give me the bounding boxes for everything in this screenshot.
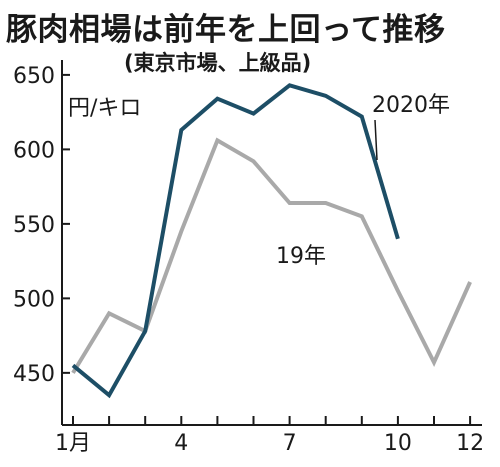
y-axis-ticks: 450 500 550 600 650 [13,64,70,387]
unit-label: 円/キロ [68,96,141,121]
series-line-2020 [71,83,400,399]
y-tick-label: 600 [13,138,55,163]
y-tick-label: 550 [13,213,55,238]
x-tick-label: 4 [174,431,188,456]
series-label-2020-leader [374,119,378,161]
y-tick-label: 500 [13,287,55,312]
x-tick-label: 12 [456,431,484,456]
series-line-2019 [71,137,472,374]
x-axis-ticks: 1月 4 7 10 12 [55,416,484,456]
x-tick-label: 10 [384,431,412,456]
x-tick-label: 7 [283,431,297,456]
chart-subtitle: (東京市場、上級品) [124,51,312,75]
y-tick-label: 450 [13,362,55,387]
x-tick-label: 1月 [55,431,91,456]
series-label-2020: 2020年 [372,93,450,118]
chart-title: 豚肉相場は前年を上回って推移 [6,12,446,48]
series-label-2019: 19年 [276,244,326,269]
series-lines [71,83,472,399]
y-tick-label: 650 [13,64,55,89]
